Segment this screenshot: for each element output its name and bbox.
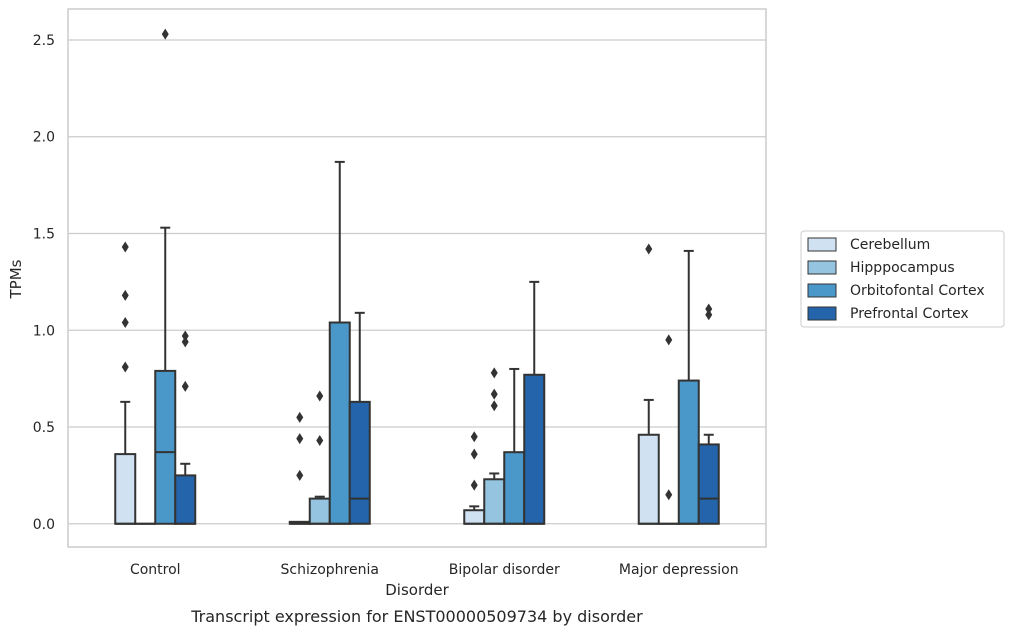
box-group bbox=[639, 243, 659, 523]
box-group bbox=[484, 367, 504, 523]
legend: Cerebellum Hipppocampus Orbitofontal Corte… bbox=[801, 231, 1004, 327]
box-layer bbox=[115, 29, 719, 524]
y-tick-label: 2.0 bbox=[33, 130, 55, 146]
box-group bbox=[679, 251, 699, 524]
y-axis-ticks: 0.0 0.5 1.0 1.5 2.0 2.5 bbox=[33, 33, 55, 533]
box-group bbox=[659, 334, 679, 523]
outlier-point bbox=[122, 362, 129, 373]
outlier-point bbox=[122, 242, 129, 253]
outlier-point bbox=[122, 317, 129, 328]
box-hipppocampus bbox=[310, 499, 330, 524]
box-group bbox=[524, 282, 544, 524]
box-orbitofontal-cortex bbox=[679, 381, 699, 524]
outlier-point bbox=[665, 334, 672, 345]
box-group bbox=[115, 242, 135, 524]
box-prefrontal-cortex bbox=[524, 375, 544, 524]
box-group bbox=[290, 412, 310, 524]
legend-swatch bbox=[808, 238, 836, 251]
box-group bbox=[155, 29, 175, 524]
outlier-point bbox=[491, 367, 498, 378]
outlier-point bbox=[296, 470, 303, 481]
y-tick-label: 1.0 bbox=[33, 323, 55, 339]
y-tick-label: 0.0 bbox=[33, 517, 55, 533]
box-hipppocampus bbox=[484, 479, 504, 524]
x-axis-label: Disorder bbox=[385, 581, 449, 599]
outlier-point bbox=[296, 412, 303, 423]
legend-label: Orbitofontal Cortex bbox=[850, 283, 985, 299]
outlier-point bbox=[471, 480, 478, 491]
outlier-point bbox=[296, 433, 303, 444]
figure-caption: Transcript expression for ENST0000050973… bbox=[190, 607, 643, 626]
box-cerebellum bbox=[464, 510, 484, 524]
legend-label: Hipppocampus bbox=[850, 260, 955, 276]
box-prefrontal-cortex bbox=[699, 444, 719, 523]
y-tick-label: 1.5 bbox=[33, 226, 55, 242]
box-orbitofontal-cortex bbox=[504, 452, 524, 524]
x-tick-label: Bipolar disorder bbox=[449, 562, 560, 578]
x-tick-label: Major depression bbox=[619, 562, 739, 578]
legend-label: Cerebellum bbox=[850, 237, 930, 253]
outlier-point bbox=[316, 391, 323, 402]
x-axis-ticks: Control Schizophrenia Bipolar disorder Majo… bbox=[130, 562, 739, 578]
box-group bbox=[699, 303, 719, 523]
legend-swatch bbox=[808, 307, 836, 320]
y-tick-label: 0.5 bbox=[33, 420, 55, 436]
box-group bbox=[504, 369, 524, 524]
outlier-point bbox=[471, 449, 478, 460]
outlier-point bbox=[705, 303, 712, 314]
box-cerebellum bbox=[115, 454, 135, 524]
box-prefrontal-cortex bbox=[175, 475, 195, 523]
outlier-point bbox=[162, 29, 169, 40]
y-tick-label: 2.5 bbox=[33, 33, 55, 49]
box-orbitofontal-cortex bbox=[155, 371, 175, 524]
x-tick-label: Schizophrenia bbox=[281, 562, 379, 578]
box-group bbox=[310, 391, 330, 524]
outlier-point bbox=[491, 389, 498, 400]
outlier-point bbox=[316, 435, 323, 446]
outlier-point bbox=[491, 400, 498, 411]
outlier-point bbox=[471, 431, 478, 442]
outlier-point bbox=[182, 381, 189, 392]
outlier-point bbox=[122, 290, 129, 301]
outlier-point bbox=[645, 243, 652, 254]
legend-swatch bbox=[808, 261, 836, 274]
box-group bbox=[330, 162, 350, 524]
x-tick-label: Control bbox=[130, 562, 181, 578]
outlier-point bbox=[665, 489, 672, 500]
outlier-point bbox=[182, 331, 189, 342]
box-prefrontal-cortex bbox=[350, 402, 370, 524]
legend-swatch bbox=[808, 284, 836, 297]
box-group bbox=[464, 431, 484, 524]
box-orbitofontal-cortex bbox=[330, 323, 350, 524]
box-group bbox=[350, 313, 370, 524]
legend-label: Prefrontal Cortex bbox=[850, 306, 969, 322]
box-cerebellum bbox=[639, 435, 659, 524]
y-axis-label: TPMs bbox=[7, 259, 25, 299]
